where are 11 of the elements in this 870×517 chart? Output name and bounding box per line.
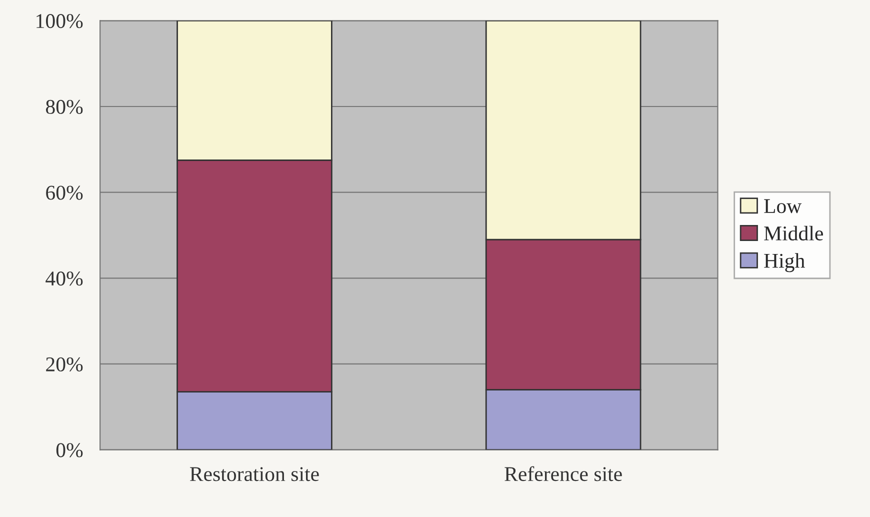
y-tick-label: 80% (46, 100, 83, 114)
y-tick-label: 20% (46, 357, 83, 372)
legend-label: Middle (764, 226, 823, 240)
y-tick-label: 60% (46, 186, 83, 200)
legend-label: High (764, 253, 805, 272)
legend-label: Low (764, 199, 802, 214)
y-tick-label: 100% (36, 14, 83, 28)
y-tick-label: 0% (56, 443, 83, 458)
x-tick-label: Reference site (504, 466, 622, 482)
y-tick-label: 40% (46, 272, 83, 286)
x-tick-label: Restoration site (190, 467, 319, 482)
